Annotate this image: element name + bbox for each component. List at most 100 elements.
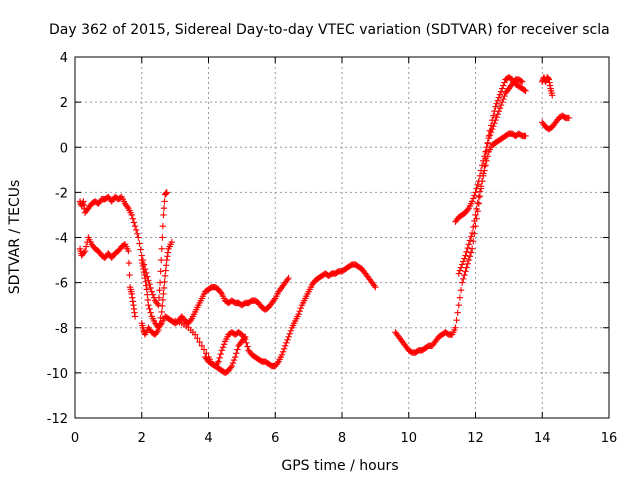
data-point	[227, 364, 234, 371]
data-point	[487, 129, 495, 136]
data-series	[171, 261, 379, 370]
data-point	[141, 271, 148, 279]
data-point	[493, 113, 500, 121]
data-point	[462, 268, 469, 275]
data-point	[145, 277, 152, 284]
data-point	[163, 189, 170, 197]
data-point	[155, 301, 162, 309]
data-point	[156, 286, 163, 294]
data-point	[501, 79, 508, 86]
data-point	[478, 177, 486, 185]
data-point	[457, 286, 465, 294]
data-point	[475, 193, 483, 201]
data-point	[128, 290, 135, 298]
data-point	[162, 267, 169, 274]
data-point	[215, 358, 222, 365]
data-point	[191, 331, 199, 338]
y-tick-label: -4	[55, 232, 68, 247]
data-point	[455, 270, 463, 277]
data-point	[464, 206, 471, 213]
x-tick-label: 0	[71, 431, 79, 446]
data-point	[456, 267, 464, 274]
data-point	[497, 88, 505, 95]
data-point	[198, 342, 206, 349]
data-point	[139, 262, 147, 270]
data-point	[279, 348, 287, 356]
data-point	[472, 211, 479, 219]
data-point	[129, 294, 136, 301]
data-point	[522, 132, 529, 140]
data-point	[471, 217, 478, 225]
data-point	[470, 223, 477, 231]
data-point	[164, 249, 172, 256]
data-point	[472, 189, 479, 196]
data-point	[168, 238, 175, 246]
data-point	[146, 305, 153, 313]
data-point	[458, 261, 466, 268]
data-point	[495, 94, 503, 101]
data-series	[76, 234, 139, 320]
data-point	[139, 259, 146, 267]
data-point	[283, 339, 290, 346]
data-point	[129, 298, 137, 305]
data-point	[146, 280, 153, 288]
data-series	[539, 112, 573, 133]
data-point	[160, 204, 168, 212]
data-point	[546, 79, 553, 86]
data-point	[468, 245, 476, 252]
y-tick-label: 2	[60, 96, 68, 111]
data-point	[466, 253, 474, 260]
data-point	[491, 119, 498, 127]
data-point	[144, 296, 152, 304]
data-point	[147, 284, 154, 292]
x-tick-label: 6	[271, 431, 279, 446]
data-point	[467, 233, 475, 240]
data-point	[483, 157, 490, 164]
data-point	[219, 344, 227, 351]
data-point	[485, 135, 493, 142]
data-point	[521, 86, 528, 94]
data-point	[481, 167, 488, 174]
data-point	[499, 98, 506, 106]
data-point	[285, 274, 292, 282]
data-point	[463, 248, 470, 255]
y-tick-labels: -12 -10 -8 -6 -4 -2 0 2 4	[47, 51, 68, 427]
data-point	[161, 198, 168, 205]
data-point	[544, 74, 552, 82]
data-point	[159, 296, 167, 304]
data-point	[233, 350, 240, 357]
data-point	[270, 296, 278, 304]
data-point	[517, 77, 525, 85]
data-marks	[76, 74, 573, 377]
data-point	[143, 282, 150, 289]
data-point	[228, 362, 236, 370]
y-tick-label: 0	[60, 141, 68, 156]
data-point	[218, 347, 226, 354]
data-point	[130, 305, 138, 313]
data-point	[287, 327, 295, 334]
data-point	[80, 198, 87, 205]
y-tick-label: -8	[55, 322, 68, 337]
data-point	[372, 283, 379, 291]
data-point	[295, 311, 302, 318]
data-series	[138, 238, 175, 338]
data-point	[143, 286, 150, 293]
data-point	[495, 107, 503, 115]
data-point	[484, 153, 491, 160]
data-point	[126, 271, 133, 279]
data-point	[156, 279, 164, 286]
data-point	[284, 336, 291, 343]
data-point	[229, 359, 237, 367]
data-point	[461, 255, 468, 262]
data-point	[158, 256, 165, 264]
data-point	[499, 85, 506, 92]
grid	[75, 57, 609, 418]
data-point	[542, 78, 549, 86]
data-point	[457, 264, 465, 271]
data-point	[284, 276, 291, 283]
data-point	[131, 313, 139, 320]
data-point	[274, 359, 281, 367]
data-point	[230, 356, 238, 364]
data-point	[217, 289, 224, 296]
data-point	[160, 290, 167, 298]
